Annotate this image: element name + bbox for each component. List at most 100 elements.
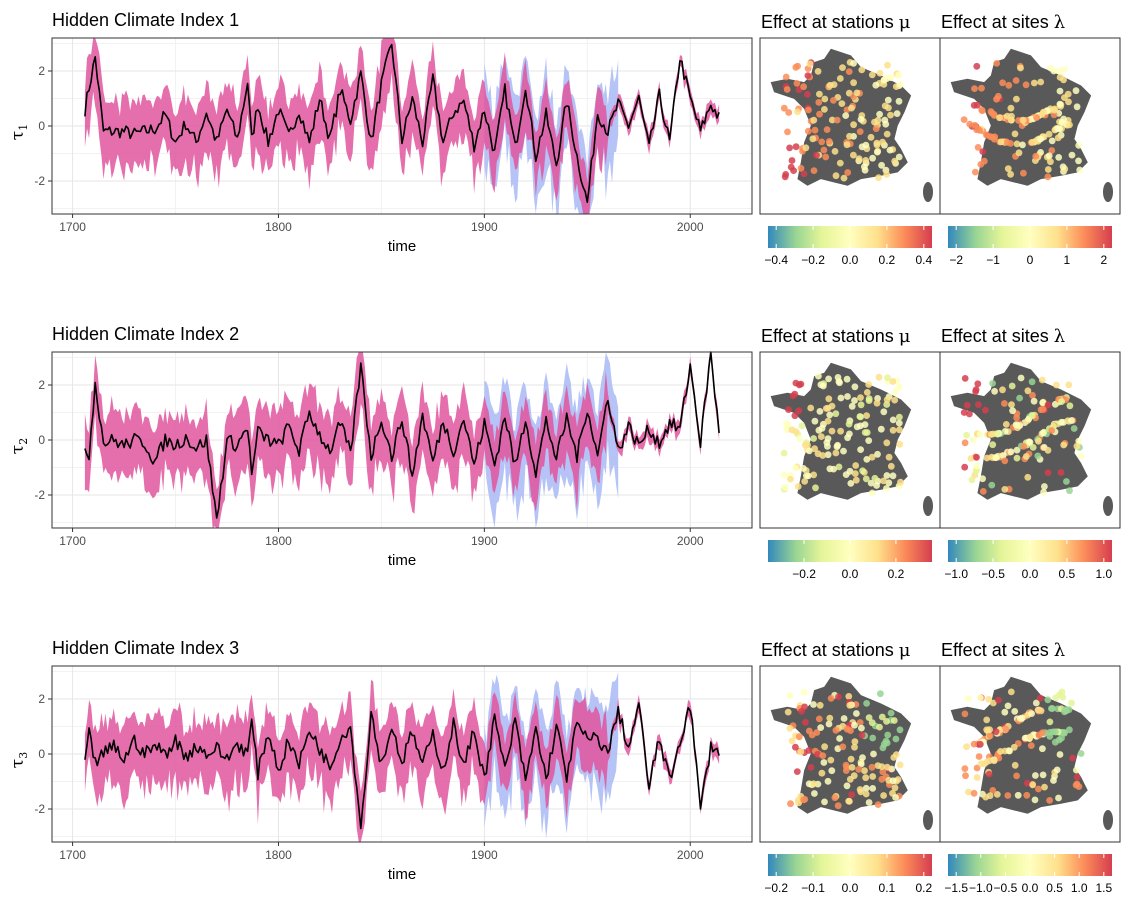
site-map-point [1027, 742, 1035, 749]
site-colorbar-tick-label: 1.0 [1071, 881, 1088, 895]
station-map-point [887, 709, 895, 717]
site-map-point [1008, 382, 1016, 390]
station-map-point [821, 743, 828, 751]
station-map-point [891, 157, 899, 165]
station-map-point [810, 116, 818, 124]
site-map-point [1048, 137, 1056, 145]
uncertainty-band-pink [84, 38, 720, 214]
station-map-point [896, 726, 904, 734]
station-map-point [825, 720, 833, 728]
site-map-point [1012, 77, 1020, 84]
y-tick-label: -2 [34, 174, 45, 188]
site-map-point [961, 439, 969, 447]
site-map-point [990, 757, 998, 765]
station-map-point [874, 450, 881, 458]
site-map-point [972, 386, 980, 394]
station-map-point [817, 724, 825, 731]
station-map-point [793, 80, 801, 87]
x-tick-label: 1700 [59, 220, 86, 234]
site-map-point [963, 431, 970, 439]
station-map-point [872, 125, 880, 133]
site-map-point [1059, 163, 1067, 171]
site-map-point [986, 792, 994, 800]
map-panel-1: Effect at stations μ Effect at sites λ −0.… [759, 12, 1121, 267]
station-map-point [798, 707, 805, 715]
site-map-point [1047, 158, 1054, 166]
site-map-point [977, 760, 985, 768]
station-map-point [892, 794, 899, 801]
site-map-point [1044, 446, 1052, 454]
x-tick-label: 1800 [265, 534, 292, 548]
station-map-point [880, 408, 888, 416]
site-map-point [973, 453, 980, 461]
station-map-point [884, 96, 892, 104]
station-map-point [848, 764, 856, 771]
x-tick-label: 1900 [471, 534, 498, 548]
station-map-point [848, 402, 856, 410]
station-map-point [879, 744, 887, 752]
station-colorbar [768, 226, 932, 248]
station-map-point [862, 790, 870, 798]
site-map-point [1054, 134, 1062, 142]
y-tick-label: -2 [34, 802, 45, 816]
corsica-shape [1103, 810, 1113, 830]
station-map-point [785, 406, 792, 413]
site-map-point [1039, 745, 1046, 753]
chart-title: Hidden Climate Index 2 [52, 324, 239, 344]
station-map-point [886, 146, 894, 154]
y-tick-label: -2 [34, 488, 45, 502]
site-map-point [985, 696, 993, 703]
site-map-point [989, 699, 997, 707]
site-map-point [1030, 397, 1038, 405]
site-map-point [992, 728, 1000, 736]
station-map-point [858, 66, 866, 74]
site-map-point [989, 380, 996, 387]
station-colorbar-tick-label: 0.1 [879, 881, 896, 895]
station-map-point [863, 456, 871, 463]
site-map-point [1032, 772, 1039, 779]
site-map-point [979, 488, 987, 495]
site-map-point [1020, 169, 1027, 177]
station-map-point [807, 404, 815, 412]
station-map-point [865, 397, 873, 404]
site-map-point [974, 380, 982, 388]
station-map-point [815, 372, 822, 380]
station-map-point [852, 462, 860, 469]
site-map-point [1065, 98, 1072, 106]
station-map-point [889, 777, 897, 785]
station-map-point [843, 141, 851, 149]
station-map-point [896, 413, 903, 421]
station-map-point [838, 100, 846, 107]
site-map-point [1024, 473, 1032, 481]
site-colorbar [948, 854, 1112, 876]
station-map-point [787, 475, 794, 483]
station-map-point [893, 751, 900, 758]
station-map-point [880, 477, 887, 485]
site-map-point [999, 79, 1006, 87]
station-map-point [786, 692, 794, 699]
station-map-point [847, 480, 855, 487]
station-colorbar-tick-label: −0.4 [764, 253, 788, 267]
site-map-point [986, 726, 993, 734]
station-map-point [783, 86, 791, 93]
station-colorbar-tick-label: 0.0 [842, 253, 859, 267]
station-map-point [876, 110, 883, 118]
site-map-point [1037, 135, 1044, 143]
site-map-point [993, 60, 1001, 67]
station-map-point [856, 413, 864, 420]
y-tick-label: 2 [38, 64, 45, 78]
station-map-point [857, 760, 865, 768]
site-map-point [1044, 401, 1052, 409]
station-map-point [865, 799, 873, 806]
station-map-point [791, 390, 799, 398]
station-map-point [840, 174, 848, 182]
site-map-point [1024, 387, 1032, 395]
station-map-point [884, 61, 891, 69]
station-map-point [814, 450, 822, 458]
site-map-point [1017, 64, 1024, 72]
station-map-point [891, 396, 899, 404]
chart-title: Hidden Climate Index 3 [52, 638, 239, 658]
station-map-point [883, 485, 890, 492]
site-map-point [986, 732, 994, 740]
station-map-point [889, 472, 897, 480]
